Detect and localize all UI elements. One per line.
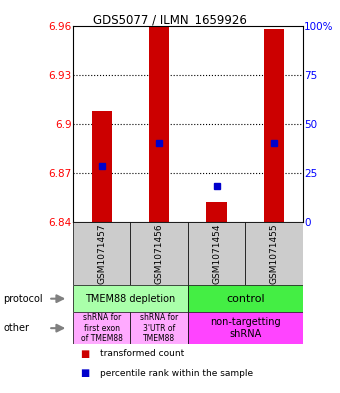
- Text: control: control: [226, 294, 265, 304]
- Text: GSM1071455: GSM1071455: [269, 223, 278, 284]
- Text: GSM1071457: GSM1071457: [97, 223, 106, 284]
- Bar: [206, 202, 226, 222]
- Text: GSM1071454: GSM1071454: [212, 223, 221, 284]
- Bar: [73, 312, 131, 344]
- Bar: [245, 222, 303, 285]
- Text: protocol: protocol: [3, 294, 43, 304]
- Bar: [264, 29, 284, 222]
- Text: ■: ■: [80, 368, 89, 378]
- Text: non-targetting
shRNA: non-targetting shRNA: [210, 318, 280, 339]
- Text: GSM1071456: GSM1071456: [155, 223, 164, 284]
- Bar: [131, 222, 188, 285]
- Text: GDS5077 / ILMN_1659926: GDS5077 / ILMN_1659926: [93, 13, 247, 26]
- Bar: [188, 222, 245, 285]
- Text: percentile rank within the sample: percentile rank within the sample: [100, 369, 253, 378]
- Text: shRNA for
3'UTR of
TMEM88: shRNA for 3'UTR of TMEM88: [140, 313, 178, 343]
- Bar: [73, 222, 131, 285]
- Bar: [149, 27, 169, 222]
- Bar: [92, 111, 112, 222]
- Bar: [73, 285, 188, 312]
- Bar: [188, 285, 303, 312]
- Text: TMEM88 depletion: TMEM88 depletion: [85, 294, 175, 304]
- Text: transformed count: transformed count: [100, 349, 185, 358]
- Bar: [131, 312, 188, 344]
- Text: shRNA for
first exon
of TMEM88: shRNA for first exon of TMEM88: [81, 313, 123, 343]
- Text: other: other: [3, 323, 29, 333]
- Bar: [188, 312, 303, 344]
- Text: ■: ■: [80, 349, 89, 359]
